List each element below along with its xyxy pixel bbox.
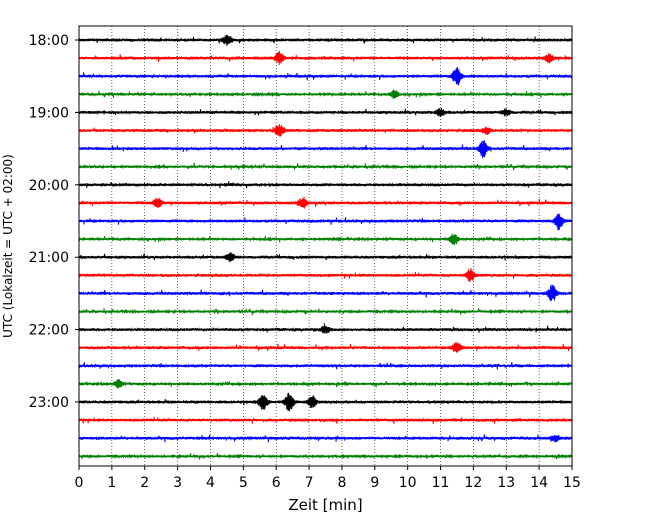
x-tick-label-5: 5: [239, 475, 248, 491]
trace-2230: [78, 362, 573, 370]
x-tick-label-2: 2: [140, 475, 149, 491]
trace-2000: [78, 181, 573, 189]
trace-1945: [78, 162, 573, 171]
trace-2130: [78, 284, 573, 302]
x-tick-label-8: 8: [337, 475, 346, 491]
y-tick-label-2200: 22:00: [29, 323, 69, 339]
trace-1815: [78, 50, 573, 66]
y-tick-label-2300: 23:00: [29, 395, 69, 411]
trace-2100: [78, 252, 573, 263]
y-tick-label-2000: 20:00: [29, 178, 69, 194]
x-tick-label-7: 7: [305, 475, 314, 491]
y-tick-label-2100: 21:00: [29, 250, 69, 266]
x-tick-label-0: 0: [75, 475, 84, 491]
trace-1900: [78, 107, 573, 118]
x-tick-label-9: 9: [370, 475, 379, 491]
trace-1915: [78, 123, 573, 137]
trace-1830: [78, 67, 573, 86]
trace-2200: [78, 323, 573, 334]
x-tick-label-10: 10: [399, 475, 417, 491]
trace-2045: [78, 233, 573, 246]
trace-2330: [78, 434, 573, 443]
y-tick-label-1900: 19:00: [29, 105, 69, 121]
trace-1845: [78, 89, 573, 99]
trace-2315: [78, 416, 573, 425]
y-tick-label-1800: 18:00: [29, 33, 69, 49]
x-tick-label-1: 1: [107, 475, 116, 491]
plot-frame: [78, 25, 573, 467]
x-tick-label-11: 11: [432, 475, 450, 491]
x-tick-label-4: 4: [206, 475, 215, 491]
grid-lines: [111, 26, 540, 466]
trace-1930: [78, 140, 573, 159]
trace-2345: [78, 453, 573, 460]
seismic-traces: [78, 34, 573, 460]
trace-2245: [78, 379, 573, 389]
x-axis-label: Zeit [min]: [288, 496, 362, 514]
y-axis-ticks: 18:00 19:00 20:00 21:00 22:00 23:00: [29, 33, 79, 411]
trace-2015: [78, 196, 573, 209]
trace-2215: [78, 341, 573, 353]
x-tick-label-13: 13: [497, 475, 515, 491]
x-tick-label-3: 3: [173, 475, 182, 491]
x-tick-label-12: 12: [464, 475, 482, 491]
x-tick-label-6: 6: [272, 475, 281, 491]
trace-1800: [78, 34, 573, 46]
x-tick-label-15: 15: [563, 475, 581, 491]
trace-2300: [78, 392, 573, 412]
trace-2030: [78, 213, 573, 231]
trace-2115: [78, 267, 573, 283]
trace-2145: [78, 308, 573, 316]
x-axis-ticks: 0 1 2 3 4 5 6 7 8 9 10 11 12 13 14 15: [75, 466, 581, 491]
y-axis-label: UTC (Lokalzeit = UTC + 02:00): [1, 154, 15, 338]
x-tick-label-14: 14: [530, 475, 548, 491]
